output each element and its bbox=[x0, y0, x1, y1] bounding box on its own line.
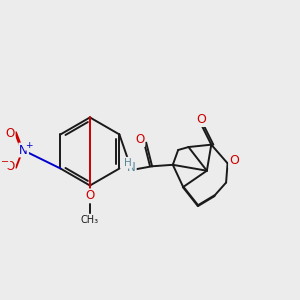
Text: O: O bbox=[5, 160, 15, 173]
Text: CH₃: CH₃ bbox=[81, 214, 99, 225]
Text: O: O bbox=[135, 133, 144, 146]
Text: O: O bbox=[196, 113, 206, 126]
Text: O: O bbox=[229, 154, 239, 167]
Text: H: H bbox=[124, 158, 132, 168]
Text: O: O bbox=[5, 127, 15, 140]
Text: +: + bbox=[26, 141, 33, 150]
Text: O: O bbox=[85, 189, 94, 203]
Text: −: − bbox=[1, 158, 9, 167]
Text: N: N bbox=[127, 161, 136, 174]
Text: N: N bbox=[19, 143, 28, 157]
